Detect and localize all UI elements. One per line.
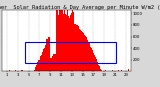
Bar (25, 42, 116, 63)
Title: Milwaukee Weather  Solar Radiation & Day Average per Minute W/m2 (Today): Milwaukee Weather Solar Radiation & Day … (0, 5, 160, 10)
